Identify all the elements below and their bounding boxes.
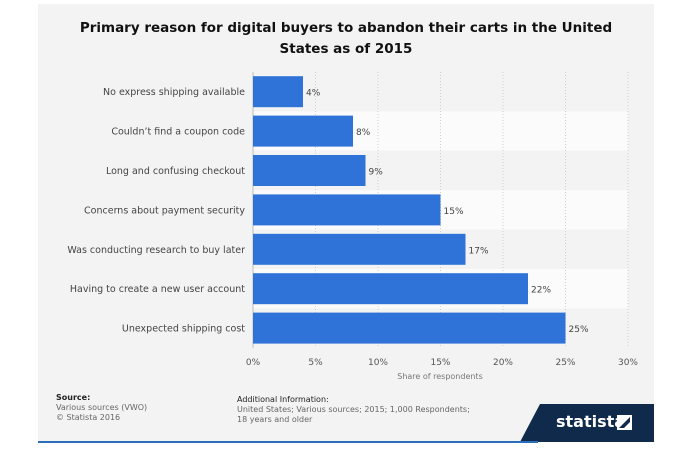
bar [253, 194, 441, 226]
x-tick-label: 0% [246, 358, 261, 368]
chart-title: Primary reason for digital buyers to aba… [38, 18, 654, 60]
x-tick-label: 30% [618, 358, 638, 368]
source-line-1: Various sources (VWO) [56, 403, 148, 412]
x-tick-label: 5% [308, 358, 323, 368]
x-tick-label: 20% [493, 358, 513, 368]
x-tick-label: 25% [555, 358, 575, 368]
bar [253, 115, 353, 147]
statista-logo-icon [617, 415, 632, 430]
category-label: Was conducting research to buy later [67, 245, 245, 256]
bar [253, 312, 566, 344]
category-label: No express shipping available [103, 87, 245, 98]
category-label: Couldn’t find a coupon code [111, 127, 245, 138]
x-tick-label: 10% [368, 358, 388, 368]
bar [253, 76, 303, 108]
value-label: 22% [531, 286, 551, 296]
bar [253, 273, 528, 305]
brand-name: statista [556, 412, 626, 431]
source-heading: Source: [56, 393, 91, 402]
footer-accent-line [38, 441, 538, 443]
x-axis-label: Share of respondents [397, 372, 483, 381]
category-label: Concerns about payment security [84, 205, 245, 216]
value-label: 17% [469, 246, 489, 256]
additional-info-text: United States; Various sources; 2015; 1,… [237, 405, 470, 424]
chart-title-line-2: States as of 2015 [279, 41, 413, 57]
bar [253, 155, 366, 186]
additional-info-heading: Additional Information: [237, 395, 329, 404]
value-label: 15% [444, 207, 464, 217]
x-tick-label: 15% [430, 358, 450, 368]
source-block: Source: Various sources (VWO) © Statista… [56, 393, 147, 423]
source-line-2: © Statista 2016 [56, 413, 121, 422]
chart-title-line-1: Primary reason for digital buyers to aba… [79, 20, 613, 36]
value-label: 4% [306, 89, 321, 99]
additional-info-block: Additional Information: United States; V… [237, 395, 477, 425]
value-label: 8% [356, 128, 371, 138]
category-label: Long and confusing checkout [106, 166, 245, 177]
value-label: 25% [569, 325, 589, 335]
value-label: 9% [369, 168, 384, 178]
bar [253, 233, 466, 265]
category-label: Having to create a new user account [70, 284, 245, 295]
category-label: Unexpected shipping cost [122, 324, 245, 335]
